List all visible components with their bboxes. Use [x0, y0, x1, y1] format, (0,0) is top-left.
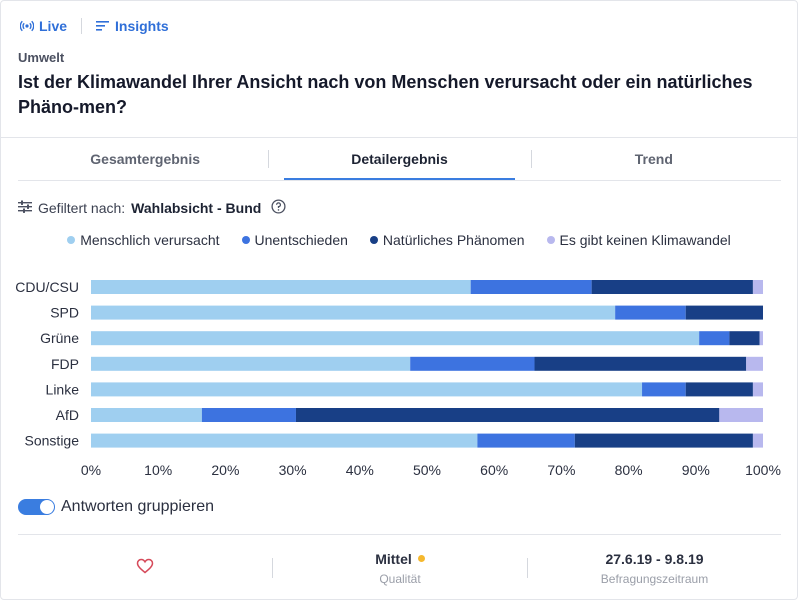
- group-answers-toggle[interactable]: [18, 499, 55, 515]
- category-label: Linke: [46, 381, 80, 397]
- tab-detail[interactable]: Detailergebnis: [272, 140, 526, 180]
- bar-segment: [699, 331, 730, 346]
- period-label: Befragungszeitraum: [600, 571, 709, 586]
- bar-segment: [410, 356, 535, 371]
- bar-segment: [729, 331, 760, 346]
- x-tick-label: 50%: [413, 462, 441, 478]
- bar-segment: [91, 331, 700, 346]
- bar-segment: [752, 433, 763, 448]
- filter-value[interactable]: Wahlabsicht - Bund: [131, 200, 262, 216]
- legend-dot: [241, 236, 250, 244]
- bar-segment: [642, 382, 686, 397]
- toggle-knob: [40, 500, 54, 514]
- text-lines-icon: [96, 20, 110, 32]
- x-tick-label: 30%: [279, 462, 307, 478]
- quality-dot: [417, 555, 425, 562]
- x-tick-label: 10%: [144, 462, 172, 478]
- live-link[interactable]: Live: [20, 18, 67, 34]
- x-tick-label: 70%: [547, 462, 575, 478]
- bar-segment: [685, 382, 753, 397]
- quality-value: Mittel: [375, 550, 412, 567]
- legend-label: Unentschieden: [254, 232, 348, 248]
- nav-divider: [81, 18, 83, 34]
- group-answers-label: Antworten gruppieren: [61, 498, 214, 515]
- category-label: SPD: [50, 305, 79, 321]
- legend-entry: Natürliches Phänomen: [369, 232, 525, 248]
- period-value: 27.6.19 - 9.8.19: [605, 550, 704, 567]
- bar-segment: [295, 408, 720, 422]
- period-cell: 27.6.19 - 9.8.19 Befragungszeitraum: [528, 546, 781, 590]
- filter-bar: Gefiltert nach: Wahlabsicht - Bund: [18, 199, 286, 217]
- bar-segment: [91, 280, 471, 294]
- footer-divider: [527, 558, 528, 578]
- insights-link[interactable]: Insights: [96, 18, 169, 34]
- x-tick-label: 0%: [81, 462, 101, 478]
- bar-segment: [470, 280, 592, 294]
- bar-segment: [91, 356, 411, 371]
- bar-segment: [752, 280, 763, 294]
- tab-divider: [268, 150, 269, 168]
- x-tick-label: 80%: [615, 462, 643, 478]
- legend-entry: Menschlich verursacht: [67, 232, 220, 248]
- footer-divider: [18, 534, 781, 535]
- legend-label: Natürliches Phänomen: [382, 232, 525, 248]
- bar-segment: [746, 356, 763, 371]
- quality-label: Qualität: [379, 571, 421, 586]
- top-nav: Live Insights: [20, 16, 169, 36]
- bar-segment: [91, 382, 643, 397]
- help-icon[interactable]: [271, 199, 286, 217]
- chart-legend: Menschlich verursacht Unentschieden Natü…: [0, 232, 798, 248]
- header-divider: [0, 137, 798, 138]
- tab-overall[interactable]: Gesamtergebnis: [90, 151, 201, 167]
- footer-bar: Mittel Qualität 27.6.19 - 9.8.19 Befragu…: [18, 546, 781, 590]
- bar-segment: [719, 408, 763, 422]
- x-tick-label: 20%: [211, 462, 239, 478]
- result-tabs: Gesamtergebnis Detailergebnis Trend: [18, 140, 781, 180]
- category-label: Sonstige: [25, 433, 80, 449]
- filter-prefix: Gefiltert nach:: [38, 200, 126, 216]
- broadcast-icon: [20, 19, 34, 33]
- tab-divider: [531, 150, 532, 168]
- question-title: Ist der Klimawandel Ihrer Ansicht nach v…: [18, 72, 753, 117]
- tab-trend[interactable]: Trend: [634, 151, 673, 167]
- legend-dot: [546, 236, 555, 244]
- bar-segment: [201, 408, 296, 422]
- bar-segment: [477, 433, 575, 448]
- bar-segment: [91, 305, 616, 320]
- bar-segment: [91, 408, 202, 422]
- category-label: Umwelt: [18, 50, 65, 65]
- bar-segment: [615, 305, 686, 320]
- bar-segment: [752, 382, 763, 397]
- bar-segment: [574, 433, 753, 448]
- x-tick-label: 60%: [480, 462, 508, 478]
- quality-cell: Mittel Qualität: [273, 546, 527, 590]
- legend-dot: [67, 236, 76, 244]
- group-answers-toggle-row: Antworten gruppieren: [18, 496, 214, 518]
- legend-dot: [369, 236, 378, 244]
- bar-segment: [591, 280, 753, 294]
- category-label: AfD: [56, 407, 79, 423]
- sliders-icon: [18, 200, 32, 216]
- tabs-divider: [18, 180, 781, 181]
- footer-divider: [272, 558, 273, 578]
- x-tick-label: 40%: [346, 462, 374, 478]
- favorite-cell: [18, 546, 272, 590]
- bar-segment: [91, 433, 478, 448]
- legend-label: Es gibt keinen Klimawandel: [559, 232, 731, 248]
- category-label: CDU/CSU: [15, 279, 79, 295]
- category-label: Grüne: [40, 330, 79, 346]
- legend-label: Menschlich verursacht: [80, 232, 220, 248]
- x-tick-label: 90%: [682, 462, 710, 478]
- bar-segment: [534, 356, 747, 371]
- x-tick-label: 100%: [745, 462, 781, 478]
- bar-segment: [685, 305, 763, 320]
- heart-icon[interactable]: [136, 558, 154, 579]
- insights-label: Insights: [115, 18, 169, 34]
- bar-segment: [759, 331, 763, 346]
- live-label: Live: [39, 18, 68, 34]
- legend-entry: Es gibt keinen Klimawandel: [546, 232, 731, 248]
- category-label: FDP: [51, 356, 79, 372]
- legend-entry: Unentschieden: [241, 232, 348, 248]
